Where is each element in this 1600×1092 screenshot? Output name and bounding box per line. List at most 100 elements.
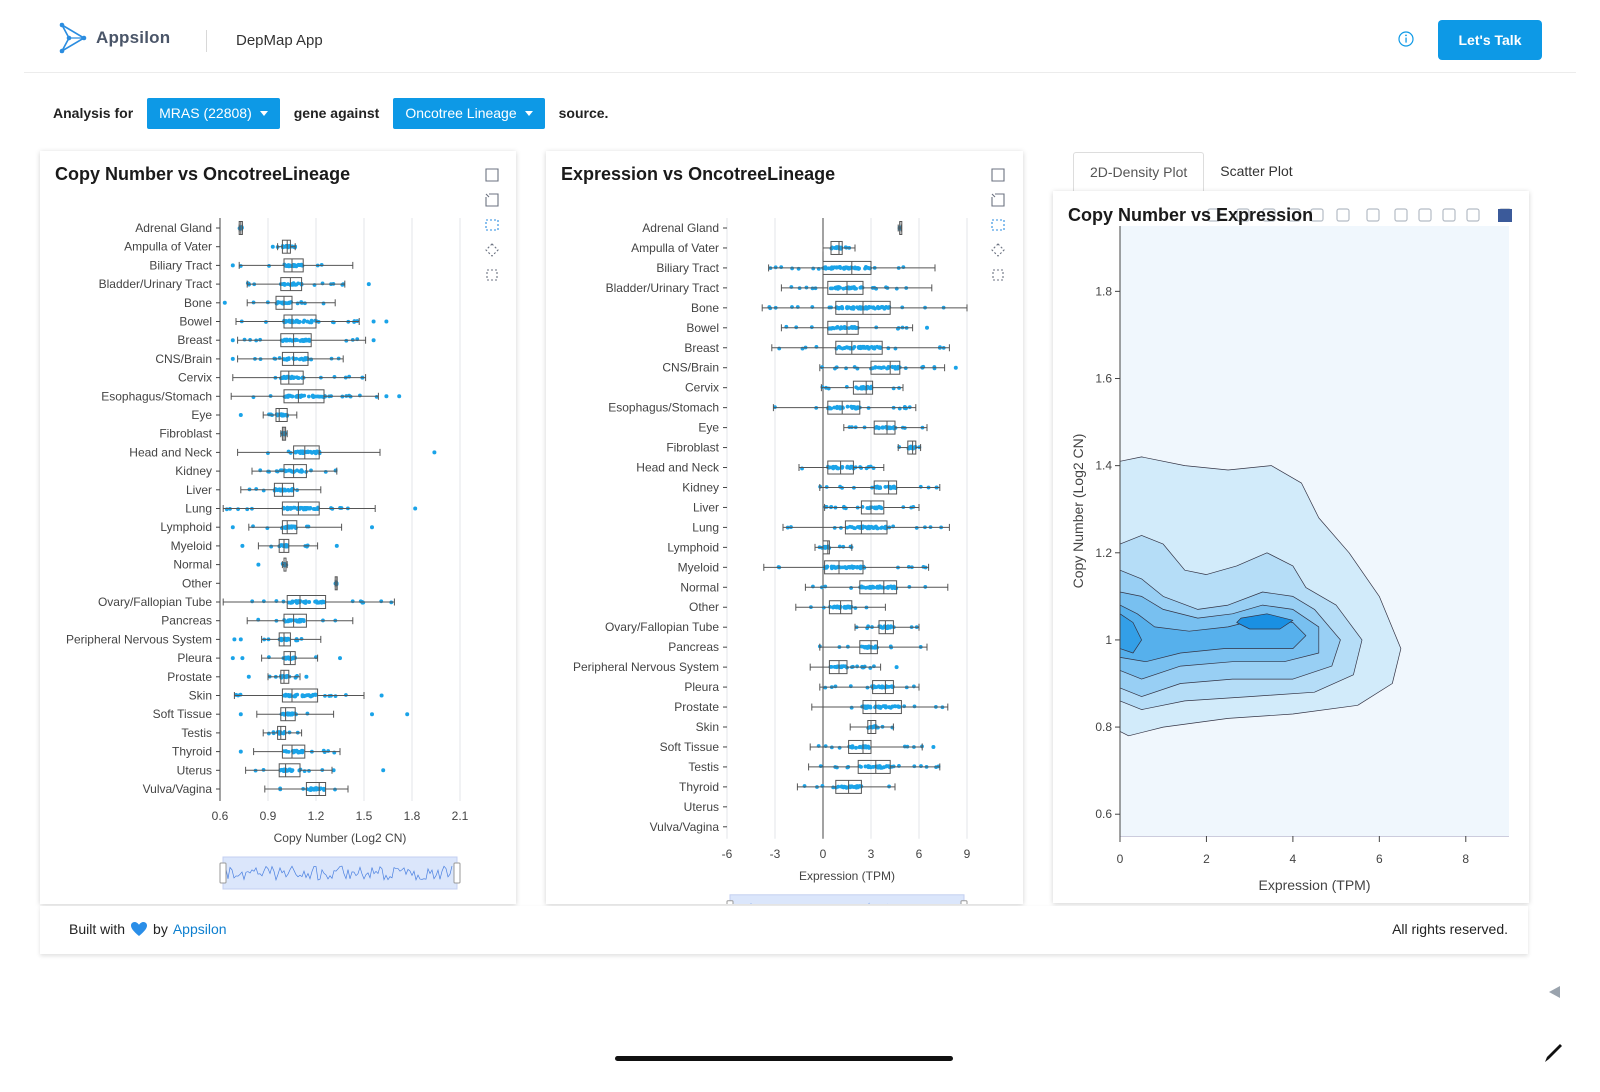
box — [281, 351, 309, 366]
spike-icon[interactable] — [1336, 208, 1350, 222]
data-point — [891, 386, 896, 391]
expression-boxplot[interactable]: -6 -3 0 3 6 9 Expression (TPM) Adrenal Gland Amp… — [546, 151, 1023, 904]
y-tick-label: Biliary Tract — [149, 258, 212, 272]
pen-icon[interactable] — [1543, 1042, 1563, 1064]
box-select-icon[interactable] — [485, 219, 499, 231]
range-slider[interactable] — [222, 856, 458, 890]
box — [824, 560, 864, 575]
data-point — [289, 657, 293, 661]
density-plot[interactable]: 0.6 0.8 1 1.2 1.4 1.6 1.8 0 2 4 6 8 Expression (TPM)… — [1053, 191, 1529, 903]
x-axis-label: Expression (TPM) — [799, 869, 895, 883]
box — [844, 520, 888, 535]
zoom-icon[interactable] — [485, 168, 499, 182]
zoom-in-icon[interactable] — [1442, 208, 1456, 222]
y-tick-label: Lymphoid — [160, 520, 212, 534]
range-slider-handle[interactable] — [453, 862, 461, 884]
heart-icon — [131, 922, 148, 936]
y-tick-label: CNS/Brain — [155, 352, 212, 366]
data-point — [860, 585, 865, 590]
data-point — [866, 765, 871, 770]
zoom-out-icon[interactable] — [1466, 208, 1480, 222]
y-tick-label: CNS/Brain — [662, 361, 719, 375]
data-point — [873, 306, 877, 311]
tab-scatter-plot[interactable]: Scatter Plot — [1220, 163, 1293, 179]
data-point — [277, 730, 282, 735]
data-point — [834, 245, 839, 249]
x-axis-label: Copy Number (Log2 CN) — [274, 831, 407, 845]
y-tick-label: Skin — [696, 720, 719, 734]
chevron-down-icon — [524, 110, 533, 116]
data-point — [307, 394, 311, 399]
y-tick-label: Adrenal Gland — [642, 221, 719, 235]
data-point — [281, 674, 286, 678]
data-point — [823, 685, 828, 690]
y-tick-label: Skin — [189, 689, 212, 703]
data-point — [883, 485, 888, 489]
analysis-controls: Analysis for MRAS (22808) gene against O… — [53, 97, 608, 129]
lasso-select-icon[interactable] — [991, 243, 1005, 257]
data-point — [911, 684, 916, 689]
range-slider-handle[interactable] — [219, 862, 227, 884]
autoscale-icon[interactable] — [992, 269, 1004, 281]
box — [859, 640, 878, 655]
data-point — [918, 484, 923, 489]
outlier-point — [222, 300, 227, 305]
data-point — [295, 468, 299, 473]
autoscale-icon[interactable] — [1287, 208, 1301, 222]
y-tick-label: Other — [689, 600, 719, 614]
y-tick-label: Testis — [688, 760, 719, 774]
y-tick-label: Esophagus/Stomach — [608, 401, 719, 415]
y-tick-label: Myeloid — [171, 539, 212, 553]
autoscale-icon[interactable] — [486, 269, 498, 281]
zoom-icon[interactable] — [991, 168, 1005, 182]
box-select-icon[interactable] — [991, 219, 1005, 231]
zoom-out-icon[interactable] — [1262, 208, 1276, 222]
outlier-point — [397, 394, 402, 399]
data-point — [844, 366, 848, 371]
outlier-point — [384, 394, 389, 399]
data-point — [875, 765, 880, 769]
y-tick-label: Myeloid — [678, 560, 719, 574]
data-point — [295, 449, 300, 454]
data-point — [849, 325, 854, 330]
gene-dropdown[interactable]: MRAS (22808) — [147, 97, 280, 129]
collapse-arrow-icon[interactable] — [1548, 985, 1562, 999]
pan-icon[interactable] — [991, 193, 1005, 207]
y-tick-label: Fibroblast — [159, 427, 212, 441]
data-point — [779, 265, 784, 270]
y-tick-label: 0.8 — [1095, 720, 1112, 734]
copy-number-boxplot[interactable]: 0.6 0.9 1.2 1.5 1.8 2.1 Copy Number (Log2 CN) A… — [40, 151, 516, 904]
data-point — [303, 601, 308, 605]
range-slider[interactable] — [729, 894, 965, 904]
pan-icon[interactable] — [485, 193, 499, 207]
range-slider-handle[interactable] — [960, 900, 968, 904]
box — [283, 651, 296, 666]
home-icon[interactable] — [1310, 208, 1324, 222]
appsilon-logo[interactable]: Appsilon — [58, 22, 170, 54]
y-tick-label: Bowel — [179, 315, 212, 329]
range-slider-handle[interactable] — [726, 900, 734, 904]
data-point — [286, 356, 291, 361]
box — [822, 540, 830, 555]
home-indicator — [615, 1056, 953, 1061]
x-tick-label: 0 — [1117, 852, 1124, 866]
source-dropdown[interactable]: Oncotree Lineage — [393, 97, 545, 129]
zoom-in-icon[interactable] — [1236, 208, 1250, 222]
camera-icon[interactable] — [1207, 208, 1221, 222]
data-point — [938, 345, 942, 350]
x-axis-label: Expression (TPM) — [1258, 877, 1370, 893]
outlier-point — [384, 319, 389, 324]
footer-credit: Built with by Appsilon — [69, 921, 227, 937]
info-icon[interactable] — [1398, 31, 1414, 47]
camera-icon[interactable] — [1418, 208, 1432, 222]
lasso-select-icon[interactable] — [485, 243, 499, 257]
data-point — [290, 394, 295, 399]
tab-2d-density[interactable]: 2D-Density Plot — [1073, 152, 1205, 192]
outlier-point — [270, 244, 275, 249]
data-point — [275, 488, 280, 493]
lets-talk-button[interactable]: Let's Talk — [1438, 20, 1542, 60]
data-point — [294, 356, 299, 361]
footer-appsilon-link[interactable]: Appsilon — [172, 921, 227, 937]
compare-icon[interactable] — [1366, 208, 1380, 222]
plotly-logo-icon[interactable] — [1394, 208, 1408, 222]
